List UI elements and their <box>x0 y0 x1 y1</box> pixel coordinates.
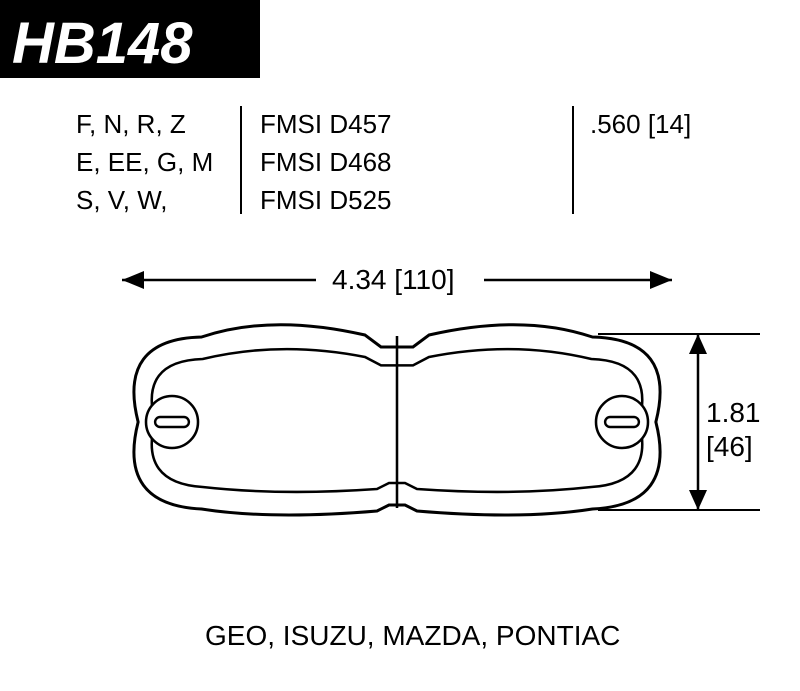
height-dimension-label: 1.81[46] <box>706 396 761 464</box>
vehicle-makes-footer: GEO, ISUZU, MAZDA, PONTIAC <box>205 620 620 652</box>
height-dim-line: [46] <box>706 430 761 464</box>
height-dim-line: 1.81 <box>706 396 761 430</box>
height-dimension-arrow <box>0 0 800 691</box>
